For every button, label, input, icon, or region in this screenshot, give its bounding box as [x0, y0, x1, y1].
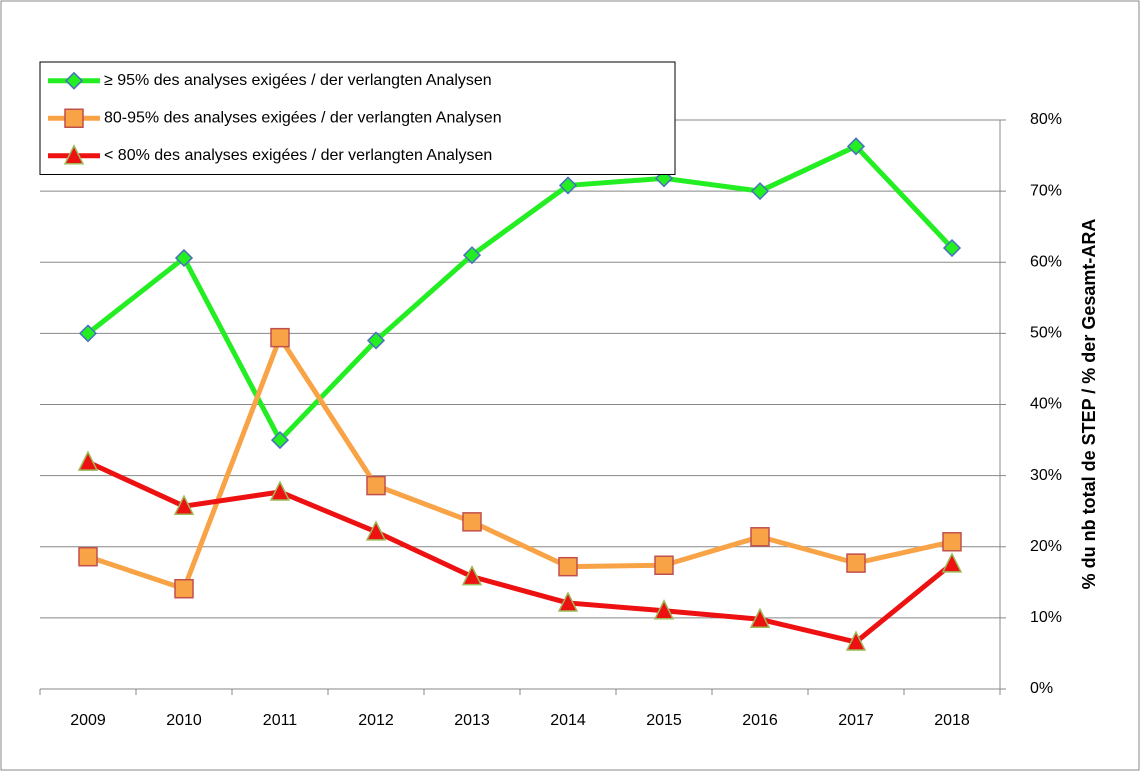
y-tick-label: 70%	[1030, 182, 1062, 199]
y-tick-label: 10%	[1030, 609, 1062, 626]
y-tick-label: 80%	[1030, 111, 1062, 128]
x-tick-label: 2009	[70, 712, 106, 729]
marker	[64, 71, 84, 90]
marker	[558, 556, 578, 577]
y-tick-label: 60%	[1030, 253, 1062, 270]
marker	[653, 599, 675, 620]
series-line	[86, 143, 954, 443]
marker	[366, 331, 386, 350]
x-tick-label: 2011	[263, 712, 298, 729]
marker	[749, 607, 771, 629]
marker	[174, 578, 194, 599]
y-tick-label: 20%	[1030, 538, 1062, 555]
marker	[846, 137, 866, 156]
marker	[558, 176, 578, 195]
marker	[941, 552, 963, 573]
x-tick-label: 2017	[838, 712, 874, 729]
marker	[174, 248, 194, 268]
marker	[462, 512, 482, 532]
marker	[942, 532, 962, 552]
x-tick-label: 2012	[358, 712, 394, 729]
x-tick-label: 2016	[742, 712, 778, 729]
x-tick-label: 2013	[454, 712, 490, 729]
marker	[63, 144, 85, 165]
marker	[270, 431, 290, 450]
marker	[750, 527, 770, 547]
marker	[270, 327, 290, 348]
y-tick-label: 0%	[1030, 680, 1053, 697]
marker	[78, 324, 98, 343]
legend-box	[39, 61, 676, 175]
x-tick-label: 2010	[166, 712, 202, 729]
marker	[173, 494, 195, 515]
marker	[461, 564, 483, 586]
marker	[845, 630, 867, 651]
marker	[846, 553, 866, 573]
marker	[365, 520, 387, 541]
marker	[366, 475, 386, 496]
y-axis-title: % du nb total de STEP / % der Gesamt-ARA	[1079, 219, 1099, 590]
marker	[462, 246, 482, 265]
x-tick-label: 2015	[646, 712, 682, 729]
marker	[750, 182, 770, 201]
y-tick-label: 30%	[1030, 467, 1062, 484]
y-tick-label: 50%	[1030, 325, 1062, 342]
series-line	[86, 459, 954, 645]
legend-label: < 80% des analyses exigées / der verlang…	[104, 147, 492, 164]
x-tick-label: 2014	[550, 712, 586, 729]
marker	[77, 450, 99, 471]
legend-label: ≥ 95% des analyses exigées / der verlang…	[104, 72, 492, 89]
marker	[64, 108, 84, 128]
marker	[942, 238, 962, 258]
marker	[557, 591, 579, 612]
marker	[269, 480, 291, 501]
marker	[78, 546, 98, 567]
marker	[654, 555, 674, 575]
y-tick-label: 40%	[1030, 396, 1062, 413]
series-line	[87, 335, 953, 592]
legend-label: 80-95% des analyses exigées / der verlan…	[104, 109, 502, 126]
x-tick-label: 2018	[934, 712, 970, 729]
